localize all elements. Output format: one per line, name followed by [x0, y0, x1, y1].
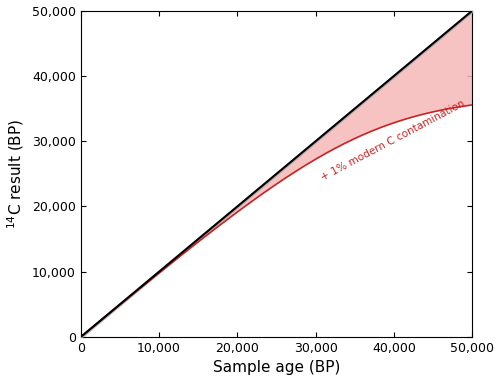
Text: + 1% modern C contamination: + 1% modern C contamination — [320, 98, 467, 182]
Y-axis label: $^{14}$C result (BP): $^{14}$C result (BP) — [6, 119, 26, 229]
X-axis label: Sample age (BP): Sample age (BP) — [213, 360, 340, 375]
